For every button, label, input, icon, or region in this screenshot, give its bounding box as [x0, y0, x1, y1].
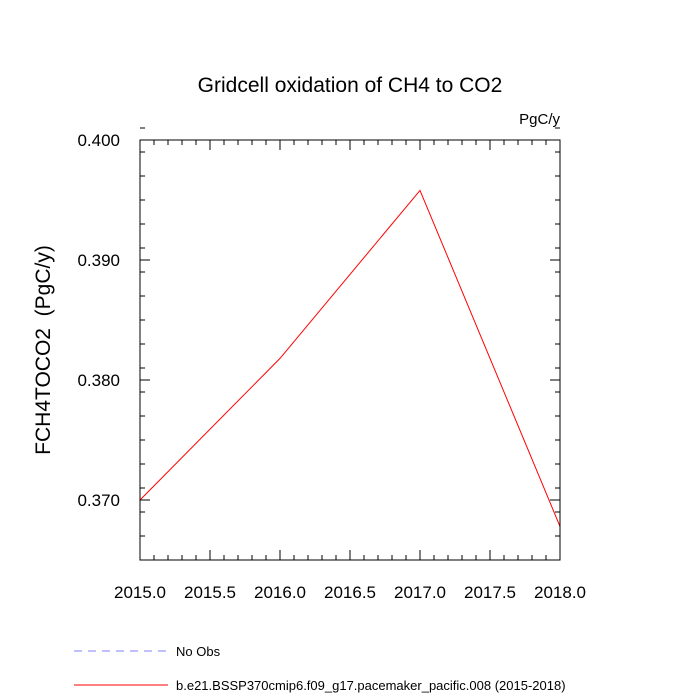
x-tick-label: 2016.0 — [254, 583, 306, 602]
y-tick-label: 0.390 — [77, 251, 120, 270]
x-tick-label: 2018.0 — [534, 583, 586, 602]
chart-title: Gridcell oxidation of CH4 to CO2 — [198, 74, 503, 97]
x-tick-label: 2015.0 — [114, 583, 166, 602]
legend-label: No Obs — [176, 644, 221, 659]
x-tick-label: 2016.5 — [324, 583, 376, 602]
x-tick-label: 2015.5 — [184, 583, 236, 602]
legend-label: b.e21.BSSP370cmip6.f09_g17.pacemaker_pac… — [176, 678, 566, 693]
y-tick-label: 0.370 — [77, 491, 120, 510]
series-line — [139, 189, 561, 527]
units-label: PgC/y — [519, 111, 560, 128]
series-layer — [139, 189, 561, 527]
minor-ticks — [139, 127, 561, 561]
plot-frame — [139, 139, 561, 561]
major-ticks — [139, 139, 561, 560]
x-tick-label: 2017.0 — [394, 583, 446, 602]
tick-labels: 2015.0 2015.5 2016.0 2016.5 2017.0 2017.5 2018… — [77, 131, 586, 602]
y-axis-label: FCH4TOCO2 (PgC/y) — [32, 245, 55, 455]
y-tick-label: 0.400 — [77, 131, 120, 150]
x-tick-label: 2017.5 — [464, 583, 516, 602]
y-tick-label: 0.380 — [77, 371, 120, 390]
legend: No Obs b.e21.BSSP370cmip6.f09_g17.pacemak… — [74, 644, 566, 693]
